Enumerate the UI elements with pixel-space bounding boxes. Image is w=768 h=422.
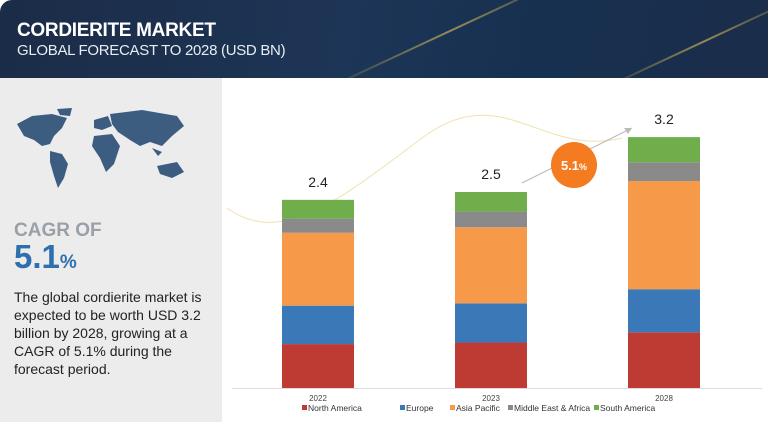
cagr-badge (551, 142, 597, 188)
legend-swatch (400, 405, 405, 410)
legend-swatch (508, 405, 513, 410)
cagr-value: 5.1% (14, 238, 77, 276)
header-banner: CORDIERITE MARKET GLOBAL FORECAST TO 202… (0, 0, 768, 78)
cagr-badge-label: 5.1% (561, 158, 587, 173)
arrow-head-icon (624, 128, 632, 134)
cagr-unit: % (59, 252, 77, 273)
bar-segment-europe-2022 (282, 305, 354, 345)
bar-segment-asia-pacific-2022 (282, 232, 354, 306)
bar-segment-north-america-2023 (455, 342, 527, 388)
bar-segment-asia-pacific-2023 (455, 227, 527, 304)
cagr-label: CAGR OF (14, 220, 102, 241)
bar-segment-middle-east-africa-2023 (455, 211, 527, 228)
bar-segment-europe-2023 (455, 303, 527, 343)
bar-segment-north-america-2028 (628, 332, 700, 388)
page-title: CORDIERITE MARKET (17, 20, 216, 41)
total-label-2023: 2.5 (481, 166, 501, 182)
legend-item: South America (600, 403, 656, 413)
x-tick-label-2028: 2028 (655, 394, 673, 403)
bar-segment-asia-pacific-2028 (628, 181, 700, 290)
legend-item: Middle East & Africa (514, 403, 590, 413)
cagr-number: 5.1 (14, 238, 60, 275)
market-description: The global cordierite market is expected… (14, 289, 202, 377)
x-tick-label-2023: 2023 (482, 394, 500, 403)
legend-swatch (594, 405, 599, 410)
total-label-2022: 2.4 (308, 174, 328, 190)
world-map-icon (17, 108, 184, 188)
bar-segment-middle-east-africa-2028 (628, 162, 700, 182)
bar-segment-south-america-2022 (282, 199, 354, 219)
stacked-bar-chart: 2.4 2022 2.5 2023 3.2 2028 5.1% North America Eu… (226, 111, 762, 413)
summary-panel: CAGR OF 5.1% The global cordierite marke… (0, 78, 222, 422)
legend-item: Europe (406, 403, 434, 413)
legend-swatch (450, 405, 455, 410)
bar-segment-south-america-2028 (628, 137, 700, 163)
legend-item: North America (308, 403, 362, 413)
total-label-2028: 3.2 (654, 111, 674, 127)
bar-segment-south-america-2023 (455, 192, 527, 212)
bar-segment-middle-east-africa-2022 (282, 218, 354, 233)
x-tick-label-2022: 2022 (309, 394, 327, 403)
bar-segment-europe-2028 (628, 289, 700, 333)
page-subtitle: GLOBAL FORECAST TO 2028 (USD BN) (17, 42, 286, 59)
legend-swatch (302, 405, 307, 410)
legend-item: Asia Pacific (456, 403, 501, 413)
bar-segment-north-america-2022 (282, 344, 354, 388)
